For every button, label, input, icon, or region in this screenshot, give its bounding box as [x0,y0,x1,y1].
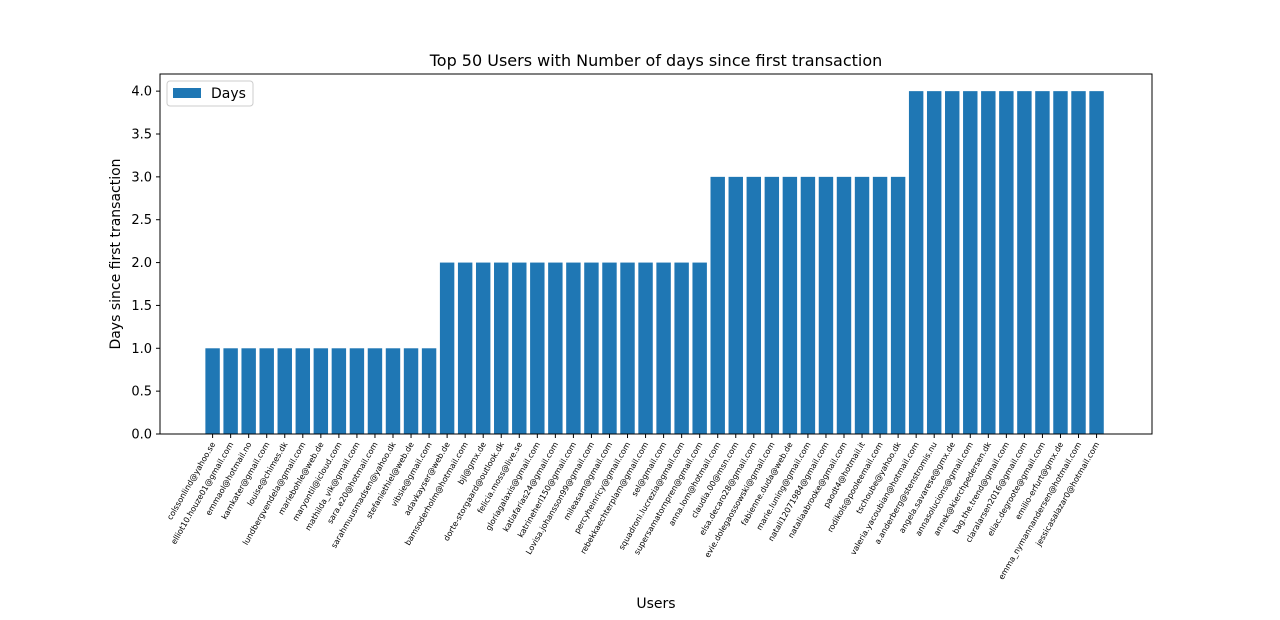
bar-10 [385,348,401,434]
bar-25 [656,262,671,434]
bars-group [205,91,1104,435]
bar-22 [602,262,617,434]
y-tick-label-1: 0.5 [131,385,152,400]
y-axis-label: Days since first transaction [108,158,124,349]
bar-38 [890,176,906,435]
y-tick-label-4: 2.0 [131,256,152,271]
bar-29 [728,176,743,435]
bar-48 [1071,91,1086,434]
chart-title: Top 50 Users with Number of days since f… [429,51,883,70]
plot-area-frame [159,73,1153,435]
bar-36 [854,176,870,435]
bar-27 [692,262,707,434]
y-axis: 0.0 0.5 1.0 1.5 2.0 2.5 3.0 3.5 4.0 [131,85,160,443]
x-axis: colssonlind@yahoo.seelliot10.houze01@gma… [165,434,1101,581]
bar-6 [313,348,329,434]
bar-41 [945,91,960,434]
y-tick-label-8: 4.0 [131,85,152,100]
bar-34 [818,176,834,435]
y-tick-label-7: 3.5 [131,128,152,143]
bar-42 [963,91,978,434]
bar-43 [981,91,996,434]
bar-0 [205,348,220,434]
bar-21 [584,262,599,434]
bar-2 [241,348,256,434]
bar-11 [403,348,419,434]
bar-44 [999,91,1014,434]
bar-12 [421,348,437,434]
legend-box [166,80,254,107]
bar-14 [457,262,473,434]
bar-20 [566,262,581,434]
bar-28 [710,176,725,435]
y-tick-label-5: 2.5 [131,213,152,228]
y-tick-label-3: 1.5 [131,299,152,314]
bar-32 [782,176,798,435]
bar-3 [259,348,274,434]
bar-5 [295,348,311,434]
y-tick-label-6: 3.0 [131,170,152,185]
bar-35 [836,176,852,435]
y-tick-label-2: 1.0 [131,342,152,357]
bar-8 [349,348,365,434]
bar-13 [439,262,455,434]
bar-24 [638,262,653,434]
bar-17 [512,262,527,434]
bar-4 [277,348,292,434]
bar-37 [872,176,888,435]
bar-33 [800,176,816,435]
bar-16 [494,262,509,434]
bar-31 [764,176,780,435]
bar-46 [1035,91,1050,434]
bar-15 [475,262,491,434]
bar-26 [674,262,689,434]
bar-9 [367,348,383,434]
bar-40 [926,91,942,434]
bar-30 [746,176,762,435]
bar-49 [1089,91,1104,434]
bar-23 [620,262,635,434]
bar-47 [1053,91,1068,434]
bar-7 [331,348,347,434]
bar-19 [548,262,563,434]
legend-swatch [173,88,201,98]
y-tick-label-0: 0.0 [131,428,152,443]
legend: Days [166,80,254,107]
bar-45 [1017,91,1032,434]
legend-label: Days [211,86,246,102]
bar-39 [908,91,924,434]
x-axis-label: Users [636,596,675,612]
bar-1 [223,348,238,434]
bar-18 [530,262,545,434]
